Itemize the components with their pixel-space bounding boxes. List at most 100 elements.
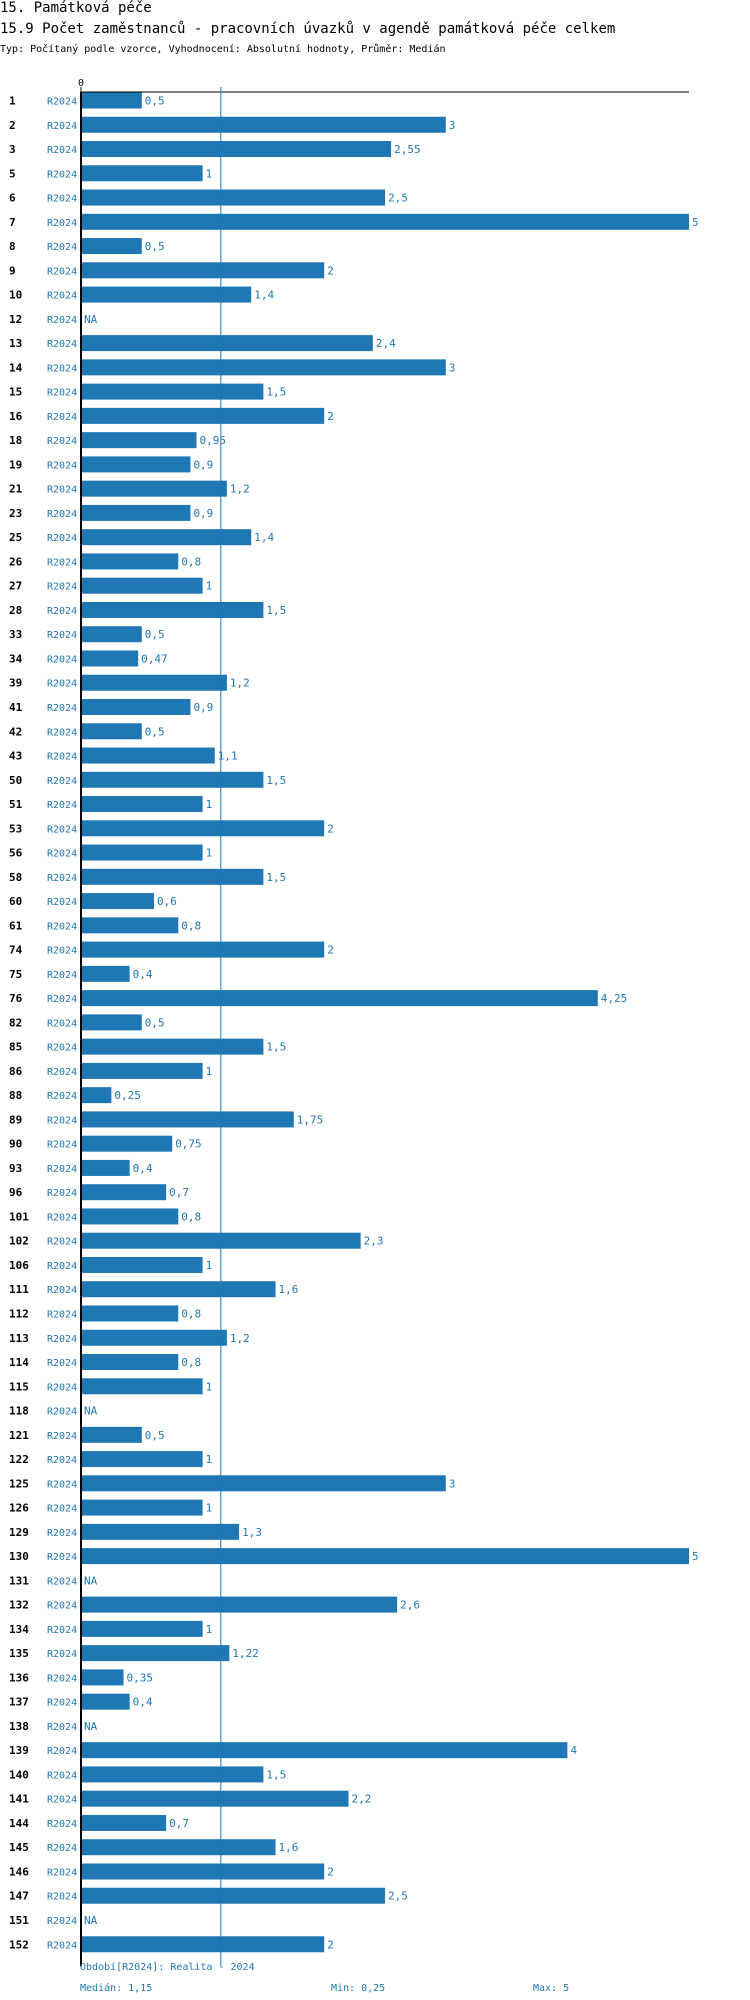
value-label: NA	[84, 1720, 98, 1733]
period-label: R2024	[47, 1795, 77, 1806]
value-label: NA	[84, 1914, 98, 1927]
period-label: R2024	[47, 582, 77, 593]
bar	[81, 407, 325, 424]
category-label: 115	[9, 1380, 29, 1393]
value-label: 1	[206, 1453, 213, 1466]
value-label: 0,8	[181, 555, 201, 568]
value-label: 2	[327, 264, 334, 277]
bar	[81, 626, 142, 643]
bar	[81, 699, 191, 715]
value-label: 1,4	[254, 289, 274, 302]
period-label: R2024	[47, 1892, 77, 1903]
value-label: 0,8	[181, 919, 201, 932]
value-label: 0,5	[145, 1429, 165, 1442]
category-label: 125	[9, 1477, 29, 1490]
value-label: 2,55	[394, 143, 421, 156]
category-label: 58	[9, 871, 22, 884]
category-label: 51	[9, 798, 23, 811]
period-label: R2024	[47, 873, 77, 884]
category-label: 101	[9, 1210, 29, 1223]
period-label: R2024	[47, 727, 77, 738]
value-label: 2	[327, 944, 334, 957]
category-label: 34	[9, 652, 23, 665]
value-label: 1,6	[279, 1283, 299, 1296]
value-label: 0,4	[133, 968, 153, 981]
category-label: 130	[9, 1550, 29, 1563]
value-label: 3	[449, 361, 456, 374]
value-label: 2	[327, 1938, 334, 1951]
value-label: 2,5	[388, 1890, 408, 1903]
category-label: 8	[9, 240, 16, 253]
bar	[81, 1159, 130, 1176]
period-label: R2024	[47, 1212, 77, 1223]
bar	[81, 1693, 130, 1710]
category-label: 74	[9, 944, 23, 957]
period-label: R2024	[47, 194, 77, 205]
bar	[81, 141, 392, 158]
value-label: 0,8	[181, 1356, 201, 1369]
bar	[81, 1426, 142, 1443]
period-label: R2024	[47, 1479, 77, 1490]
category-label: 102	[9, 1235, 29, 1248]
category-label: 132	[9, 1599, 29, 1612]
period-label: R2024	[47, 1358, 77, 1369]
category-label: 14	[9, 361, 23, 374]
period-label: R2024	[47, 1601, 77, 1612]
period-label: R2024	[47, 1334, 77, 1345]
category-label: 43	[9, 750, 22, 763]
value-label: 1,5	[266, 604, 286, 617]
bar	[81, 1329, 227, 1346]
category-label: 27	[9, 580, 22, 593]
period-label: R2024	[47, 388, 77, 399]
bar	[81, 92, 142, 109]
category-label: 5	[9, 167, 16, 180]
value-label: 1,2	[230, 483, 250, 496]
category-label: 144	[9, 1817, 29, 1830]
bar	[81, 844, 203, 861]
bar	[81, 432, 197, 449]
value-label: 0,5	[145, 95, 165, 108]
category-label: 90	[9, 1138, 22, 1151]
category-label: 75	[9, 968, 22, 981]
category-label: 12	[9, 313, 22, 326]
category-label: 114	[9, 1356, 29, 1369]
category-label: 23	[9, 507, 22, 520]
period-label: R2024	[47, 1140, 77, 1151]
period-label: R2024	[47, 1237, 77, 1248]
value-label: 0,25	[114, 1089, 140, 1102]
category-label: 86	[9, 1065, 23, 1078]
value-label: 3	[449, 119, 456, 132]
value-label: NA	[84, 1574, 98, 1587]
value-label: 0,6	[157, 895, 177, 908]
bar	[81, 1184, 167, 1201]
category-label: 126	[9, 1502, 29, 1515]
category-label: 39	[9, 677, 22, 690]
bar	[81, 1087, 112, 1104]
category-label: 139	[9, 1744, 29, 1757]
bar	[81, 1499, 203, 1516]
period-label: R2024	[47, 1649, 77, 1660]
bar	[81, 1790, 349, 1807]
value-label: 2	[327, 1865, 334, 1878]
footer-median: Medián: 1,15	[80, 1983, 153, 1994]
period-label: R2024	[47, 1115, 77, 1126]
period-label: R2024	[47, 824, 77, 835]
category-label: 13	[9, 337, 22, 350]
category-label: 129	[9, 1526, 29, 1539]
value-label: 0,5	[145, 725, 165, 738]
category-label: 122	[9, 1453, 29, 1466]
value-label: 1	[206, 1623, 213, 1636]
value-label: 0,5	[145, 240, 165, 253]
period-label: R2024	[47, 1504, 77, 1515]
bar	[81, 1936, 325, 1953]
value-label: 1	[206, 167, 213, 180]
period-label: R2024	[47, 776, 77, 787]
period-label: R2024	[47, 1673, 77, 1684]
period-label: R2024	[47, 654, 77, 665]
period-label: R2024	[47, 752, 77, 763]
category-label: 16	[9, 410, 23, 423]
period-label: R2024	[47, 679, 77, 690]
x-tick-label: 0	[78, 78, 84, 89]
category-label: 96	[9, 1186, 23, 1199]
period-label: R2024	[47, 1310, 77, 1321]
